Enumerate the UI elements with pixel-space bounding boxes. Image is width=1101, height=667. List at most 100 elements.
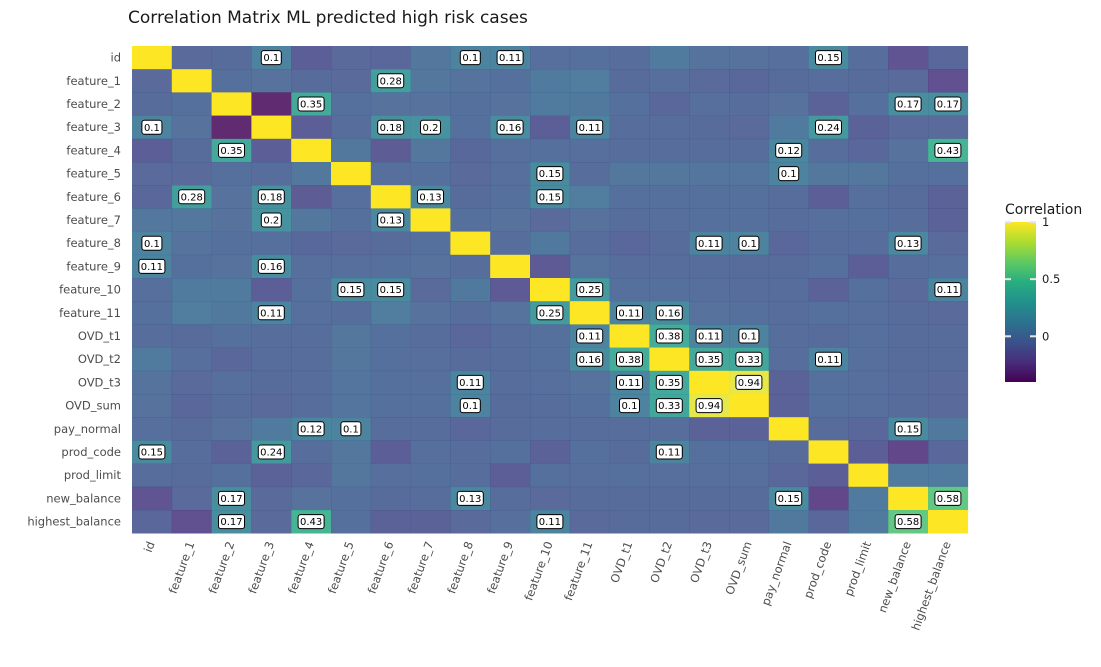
heatmap-cell	[888, 440, 929, 464]
cell-label: 0.1	[459, 50, 481, 66]
cell-label: 0.11	[655, 444, 683, 460]
heatmap-cell	[132, 417, 173, 441]
heatmap-cell	[410, 463, 451, 488]
cell-label-box	[934, 282, 962, 298]
cell-label-text: 0.1	[462, 53, 478, 64]
cell-label: 0.38	[655, 328, 683, 344]
heatmap-cell	[410, 92, 451, 116]
cell-label-text: 0.11	[459, 378, 481, 389]
heatmap-cell	[132, 69, 173, 93]
heatmap-cell	[331, 347, 372, 372]
cell-label: 0.28	[377, 73, 405, 89]
heatmap-cell	[530, 278, 571, 302]
heatmap-cell	[291, 115, 332, 140]
cell-label-text: 0.11	[658, 448, 680, 459]
cell-label-text: 0.25	[579, 285, 601, 296]
heatmap-cell	[848, 92, 889, 116]
cell-label: 0.35	[218, 142, 245, 158]
cell-label-text: 0.12	[778, 146, 800, 157]
cell-label: 0.43	[297, 514, 325, 530]
cell-label-text: 0.16	[658, 308, 680, 319]
cell-label: 0.33	[655, 398, 683, 414]
heatmap-cell	[609, 162, 650, 186]
cell-label: 0.17	[894, 96, 922, 112]
cell-label: 0.13	[894, 235, 922, 251]
heatmap-cell	[609, 254, 650, 279]
heatmap-cell	[251, 463, 292, 488]
cell-label: 0.28	[178, 189, 206, 205]
y-tick-label: OVD_t1	[78, 329, 121, 343]
cell-label: 0.11	[934, 282, 962, 298]
heatmap-cell	[171, 278, 212, 302]
cell-label-box	[218, 514, 245, 530]
cell-label: 0.2	[260, 212, 282, 228]
y-tick-label: OVD_t3	[78, 375, 121, 389]
heatmap-cell	[569, 394, 610, 418]
cell-label: 0.25	[576, 282, 604, 298]
heatmap-cell	[768, 278, 809, 302]
y-tick-label: id	[111, 51, 122, 65]
heatmap-cell	[609, 138, 650, 163]
cell-label: 0.11	[616, 305, 643, 321]
y-tick-label: feature_1	[66, 74, 121, 88]
heatmap-cells	[132, 46, 969, 534]
heatmap-cell	[729, 278, 770, 302]
heatmap-cell	[251, 394, 292, 418]
heatmap-cell	[132, 394, 173, 418]
cell-label: 0.15	[536, 166, 564, 182]
cell-label-box	[894, 514, 922, 530]
cell-label-box	[141, 235, 163, 251]
heatmap-cell	[490, 231, 531, 256]
heatmap-cell	[211, 208, 252, 232]
heatmap-cell	[848, 394, 889, 418]
heatmap-cell	[211, 278, 252, 302]
cell-label: 0.12	[297, 421, 325, 437]
cell-label-text: 0.35	[658, 378, 680, 389]
cell-label-text: 0.11	[579, 332, 601, 343]
heatmap-cell	[808, 417, 849, 441]
heatmap-cell	[331, 370, 372, 395]
x-tick-label: feature_11	[561, 539, 595, 602]
heatmap-cell	[331, 92, 372, 116]
heatmap-cell	[251, 231, 292, 256]
cell-label: 0.15	[377, 282, 405, 298]
cell-label-box	[655, 444, 683, 460]
heatmap-cell	[211, 254, 252, 279]
heatmap-cell	[132, 301, 173, 325]
cell-label-text: 0.15	[539, 192, 561, 203]
cell-label: 0.43	[934, 142, 962, 158]
cell-label-text: 0.58	[937, 494, 959, 505]
heatmap-cell	[331, 440, 372, 464]
heatmap-cell	[530, 46, 571, 70]
cell-label-text: 0.13	[459, 494, 481, 505]
heatmap-cell	[490, 254, 531, 279]
heatmap-cell	[171, 69, 212, 93]
cell-label-text: 0.13	[380, 216, 402, 227]
cell-label: 0.35	[297, 96, 325, 112]
heatmap-cell	[370, 324, 411, 348]
x-tick-label: prod_code	[801, 539, 835, 600]
heatmap-cell	[768, 347, 809, 372]
heatmap-cell	[649, 278, 690, 302]
cell-label-box	[655, 374, 683, 390]
heatmap-cell	[291, 394, 332, 418]
heatmap-cell	[729, 301, 770, 325]
heatmap-cell	[649, 92, 690, 116]
cell-label-text: 0.94	[738, 378, 760, 389]
heatmap-cell	[689, 185, 730, 209]
cell-label-text: 0.17	[220, 494, 242, 505]
cell-label-text: 0.15	[340, 285, 362, 296]
heatmap-cell	[848, 440, 889, 464]
cell-label-text: 0.15	[897, 424, 919, 435]
heatmap-cell	[450, 231, 491, 256]
heatmap-cell	[689, 440, 730, 464]
heatmap-cell	[768, 510, 809, 534]
heatmap-cell	[569, 138, 610, 163]
cell-label-text: 0.11	[141, 262, 163, 273]
heatmap-cell	[331, 486, 372, 511]
heatmap-cell	[410, 417, 451, 441]
cell-label-text: 0.35	[300, 100, 322, 111]
heatmap-cell	[291, 486, 332, 511]
cell-label: 0.11	[576, 328, 604, 344]
cell-label-box	[655, 328, 683, 344]
